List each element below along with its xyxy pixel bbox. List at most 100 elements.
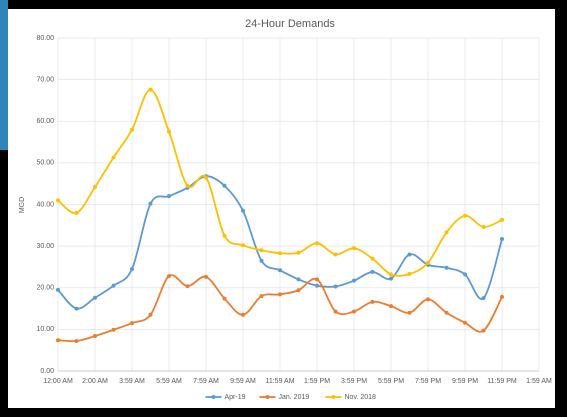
data-point bbox=[93, 185, 97, 190]
data-point bbox=[93, 334, 97, 339]
y-tick-label: 70.00 bbox=[36, 76, 54, 83]
data-point bbox=[463, 213, 467, 218]
data-point bbox=[130, 267, 134, 272]
data-point bbox=[222, 296, 227, 301]
y-axis-label: MGD bbox=[19, 197, 26, 213]
data-point bbox=[296, 288, 301, 293]
data-point bbox=[463, 320, 467, 325]
legend-label: Nov. 2018 bbox=[345, 394, 376, 401]
data-point bbox=[352, 309, 356, 314]
data-point bbox=[259, 248, 264, 253]
data-point bbox=[259, 294, 264, 299]
x-tick-label: 1:59 PM bbox=[304, 378, 330, 385]
data-point bbox=[185, 284, 190, 289]
data-point bbox=[407, 252, 412, 257]
data-point bbox=[167, 194, 171, 199]
y-tick-label: 30.00 bbox=[36, 243, 54, 250]
data-point bbox=[74, 306, 79, 311]
data-point bbox=[426, 260, 430, 265]
data-point bbox=[389, 272, 393, 277]
data-point bbox=[204, 274, 208, 279]
data-point bbox=[463, 272, 467, 277]
data-point bbox=[111, 155, 116, 160]
x-tick-label: 11:59 AM bbox=[265, 378, 294, 385]
data-point bbox=[370, 256, 375, 261]
data-point bbox=[278, 292, 282, 297]
data-point bbox=[296, 277, 301, 282]
x-tick-label: 1:59 AM bbox=[526, 378, 552, 385]
y-tick-label: 60.00 bbox=[36, 118, 54, 125]
data-point bbox=[333, 309, 338, 314]
x-tick-label: 3:59 AM bbox=[119, 378, 145, 385]
data-point bbox=[333, 284, 338, 289]
data-point bbox=[148, 312, 153, 317]
data-point bbox=[204, 175, 208, 180]
data-point bbox=[315, 277, 319, 282]
data-point bbox=[241, 208, 245, 213]
data-point bbox=[500, 294, 504, 299]
data-point bbox=[241, 243, 245, 248]
y-tick-label: 80.00 bbox=[36, 35, 54, 42]
x-tick-label: 5:59 PM bbox=[378, 378, 404, 385]
legend-marker bbox=[211, 395, 216, 399]
x-tick-label: 9:59 AM bbox=[230, 378, 256, 385]
data-point bbox=[481, 296, 486, 301]
data-point bbox=[148, 201, 153, 206]
x-tick-label: 3:59 PM bbox=[341, 378, 367, 385]
data-point bbox=[481, 224, 486, 229]
data-point bbox=[407, 272, 412, 277]
x-tick-label: 11:59 PM bbox=[487, 378, 517, 385]
side-strip bbox=[0, 0, 8, 150]
data-point bbox=[333, 252, 338, 257]
data-point bbox=[130, 321, 134, 326]
data-point bbox=[167, 274, 171, 279]
data-point bbox=[148, 87, 153, 92]
data-point bbox=[74, 210, 79, 215]
data-point bbox=[444, 310, 449, 315]
data-point bbox=[222, 183, 227, 188]
x-tick-label: 7:59 PM bbox=[415, 378, 441, 385]
data-point bbox=[278, 251, 282, 256]
data-point bbox=[185, 183, 190, 188]
data-point bbox=[130, 127, 134, 132]
x-tick-label: 7:59 AM bbox=[193, 378, 219, 385]
data-point bbox=[167, 129, 171, 134]
data-point bbox=[352, 278, 356, 283]
data-point bbox=[315, 241, 319, 246]
data-point bbox=[222, 233, 227, 238]
data-point bbox=[389, 276, 393, 281]
data-point bbox=[56, 338, 60, 343]
x-tick-label: 2:00 AM bbox=[82, 378, 108, 385]
data-point bbox=[111, 327, 116, 332]
legend-label: Jan. 2019 bbox=[279, 394, 310, 401]
data-point bbox=[315, 283, 319, 288]
data-point bbox=[500, 217, 504, 222]
data-point bbox=[56, 198, 60, 203]
data-point bbox=[370, 299, 375, 304]
data-point bbox=[93, 295, 97, 300]
x-tick-label: 12:00 AM bbox=[43, 378, 73, 385]
data-point bbox=[481, 328, 486, 333]
data-point bbox=[500, 237, 504, 242]
data-point bbox=[426, 297, 430, 302]
data-point bbox=[278, 268, 282, 273]
legend-marker bbox=[331, 395, 336, 399]
data-point bbox=[370, 269, 375, 274]
data-point bbox=[444, 230, 449, 235]
data-point bbox=[259, 258, 264, 263]
x-tick-label: 9:59 PM bbox=[452, 378, 478, 385]
data-point bbox=[296, 250, 301, 255]
data-point bbox=[241, 312, 245, 317]
y-tick-label: 50.00 bbox=[36, 160, 54, 167]
data-point bbox=[444, 265, 449, 270]
data-point bbox=[352, 246, 356, 251]
data-point bbox=[56, 287, 60, 292]
legend-marker bbox=[265, 395, 270, 399]
data-point bbox=[407, 310, 412, 315]
y-tick-label: 40.00 bbox=[36, 201, 54, 208]
y-tick-label: 20.00 bbox=[36, 285, 54, 292]
chart-area bbox=[8, 9, 555, 408]
data-point bbox=[74, 339, 79, 344]
